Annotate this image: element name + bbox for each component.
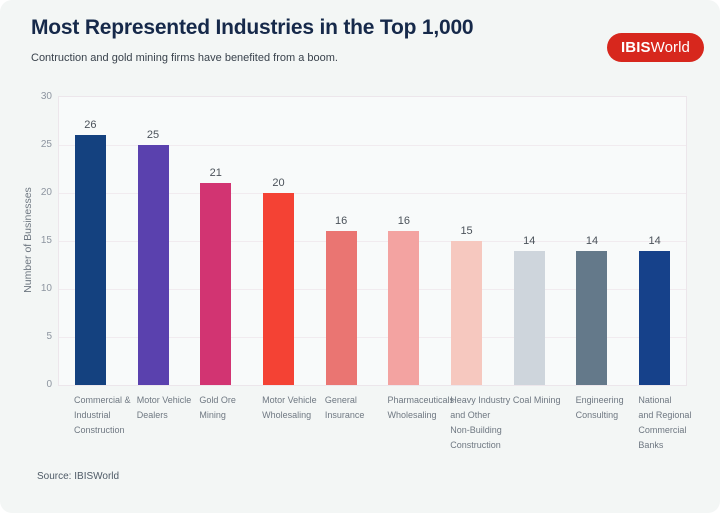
x-label-slot: Pharmaceuticals Wholesaling: [373, 393, 455, 452]
x-label: Pharmaceuticals Wholesaling: [387, 393, 455, 423]
bar: [513, 250, 545, 385]
y-tick-label: 30: [40, 91, 52, 102]
x-label-line: General: [324, 395, 357, 405]
bar-value-label: 20: [272, 177, 285, 189]
x-label-line: Dealers: [136, 409, 168, 420]
x-label-line: Heavy Industry: [450, 395, 511, 405]
x-label-slot: Motor Vehicle Dealers: [122, 393, 192, 452]
x-label-slot: Engineering Consulting: [561, 393, 624, 452]
x-axis-labels: Commercial & Industrial Construction Motor …: [59, 393, 692, 452]
x-label-line: Banks: [638, 439, 664, 450]
x-label: Motor Vehicle Dealers: [136, 393, 192, 423]
y-tick-label: 20: [40, 187, 52, 198]
logo-text-regular: World: [650, 39, 690, 56]
x-label-line: Construction: [74, 424, 125, 435]
x-label-slot: Gold Ore Mining: [184, 393, 247, 452]
y-tick-label: 0: [46, 379, 52, 390]
x-label-line: Engineering: [575, 395, 624, 405]
bar-value-label: 16: [397, 215, 410, 228]
bar: [325, 231, 357, 385]
x-label-line: and Other: [450, 409, 491, 420]
bar-value-label: 21: [209, 167, 222, 180]
x-label-line: Gold Ore: [199, 395, 236, 405]
bar-slot: 16: [373, 97, 436, 385]
bar-slot: 25: [122, 97, 185, 385]
x-label: Gold Ore Mining: [199, 393, 247, 423]
x-label: Motor Vehicle Wholesaling: [262, 393, 317, 423]
bar-value-label: 26: [84, 119, 97, 132]
x-label-slot: National and Regional Commercial Banks: [623, 393, 692, 452]
x-label-slot: Coal Mining: [498, 393, 561, 452]
bar: [262, 193, 294, 385]
bar-slot: 20: [247, 97, 310, 385]
bar-slot: 14: [561, 97, 624, 385]
x-label: National and Regional Commercial Banks: [638, 393, 692, 452]
bar-slot: 14: [498, 97, 561, 385]
chart-subtitle: Contruction and gold mining firms have b…: [31, 52, 338, 64]
bar-value-label: 15: [460, 225, 473, 237]
x-label-line: National: [638, 395, 672, 405]
x-label-line: Pharmaceuticals: [387, 395, 455, 405]
source-note: Source: IBISWorld: [37, 471, 120, 482]
bar: [137, 145, 169, 385]
x-label: Heavy Industry and Other Non-Building Const…: [450, 393, 511, 452]
logo-text-bold: IBIS: [621, 39, 651, 56]
gridline-15: [59, 241, 686, 242]
gridline-5: [59, 337, 686, 338]
x-label-line: Motor Vehicle: [136, 395, 192, 405]
y-tick-label: 5: [46, 331, 52, 342]
bar-value-label: 25: [146, 129, 160, 141]
bar: [451, 241, 483, 385]
x-label-line: Commercial: [638, 424, 687, 435]
bar-slot: 14: [623, 97, 686, 385]
x-label: Engineering Consulting: [576, 393, 624, 423]
x-label-slot: Motor Vehicle Wholesaling: [247, 393, 317, 452]
bar-value-label: 16: [335, 215, 348, 228]
x-label-line: Mining: [199, 409, 226, 420]
y-tick-label: 25: [40, 139, 52, 150]
gridline-10: [59, 289, 686, 290]
bar-value-label: 14: [523, 234, 536, 247]
bar: [576, 250, 608, 385]
bar-slot: 26: [59, 97, 122, 385]
x-label-line: Coal Mining: [512, 395, 561, 405]
x-label-line: Industrial: [74, 409, 111, 420]
gridline-25: [59, 145, 686, 146]
bars-container: 26 25 21 20 16 16 15 14 14 14: [59, 97, 686, 385]
ibisworld-logo: IBIS World: [607, 33, 704, 62]
x-label: General Insurance: [325, 393, 373, 423]
x-label-line: Consulting: [575, 409, 619, 420]
bar: [74, 135, 106, 385]
bar: [388, 231, 420, 385]
bar-value-label: 14: [648, 234, 661, 247]
x-label-line: Wholesaling: [262, 409, 312, 420]
x-label-slot: Commercial & Industrial Construction: [59, 393, 131, 452]
x-label-line: Commercial &: [74, 395, 131, 405]
bar-slot: 21: [184, 97, 247, 385]
x-label-line: Wholesaling: [387, 409, 437, 420]
bar-slot: 15: [435, 97, 498, 385]
page-title: Most Represented Industries in the Top 1…: [31, 16, 474, 39]
x-label-line: and Regional: [638, 409, 692, 420]
x-label-line: Construction: [450, 439, 501, 450]
bar: [200, 183, 232, 385]
bar-slot: 16: [310, 97, 373, 385]
x-label-slot: Heavy Industry and Other Non-Building Const…: [435, 393, 511, 452]
bar: [639, 250, 671, 385]
x-label: Commercial & Industrial Construction: [74, 393, 131, 438]
gridline-20: [59, 193, 686, 194]
x-label-line: Motor Vehicle: [262, 395, 317, 405]
y-tick-label: 10: [40, 283, 52, 294]
x-label: Coal Mining: [513, 393, 561, 408]
x-label-line: Non-Building: [450, 424, 502, 435]
x-label-line: Insurance: [324, 409, 365, 420]
y-tick-label: 15: [40, 235, 52, 246]
bar-value-label: 14: [585, 234, 599, 247]
x-label-slot: General Insurance: [310, 393, 373, 452]
